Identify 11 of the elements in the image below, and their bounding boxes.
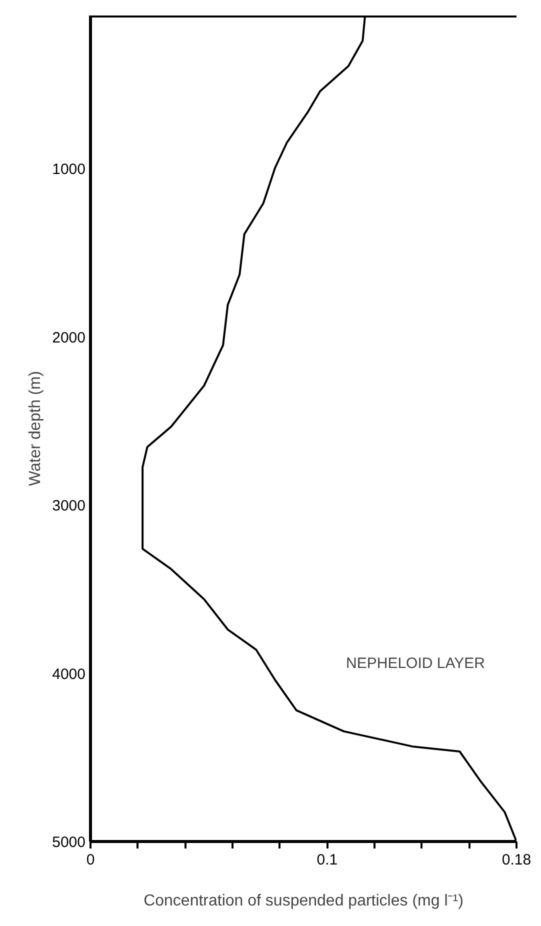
y-tick-label: 1000 [52, 161, 86, 178]
x-tick-label: 0 [86, 852, 95, 868]
y-tick-label: 2000 [52, 329, 86, 346]
x-axis-title: Concentration of suspended particles (mg l⁻¹) [144, 892, 464, 910]
x-tick-label: 0.1 [316, 852, 338, 868]
x-tick-label: 0.18 [502, 852, 532, 868]
y-tick-label: 3000 [52, 498, 86, 515]
annotation: NEPHELOID LAYER [346, 655, 486, 672]
y-tick-label: 4000 [52, 666, 86, 683]
y-axis-title: Water depth (m) [27, 370, 44, 486]
y-tick-label: 5000 [52, 834, 86, 851]
